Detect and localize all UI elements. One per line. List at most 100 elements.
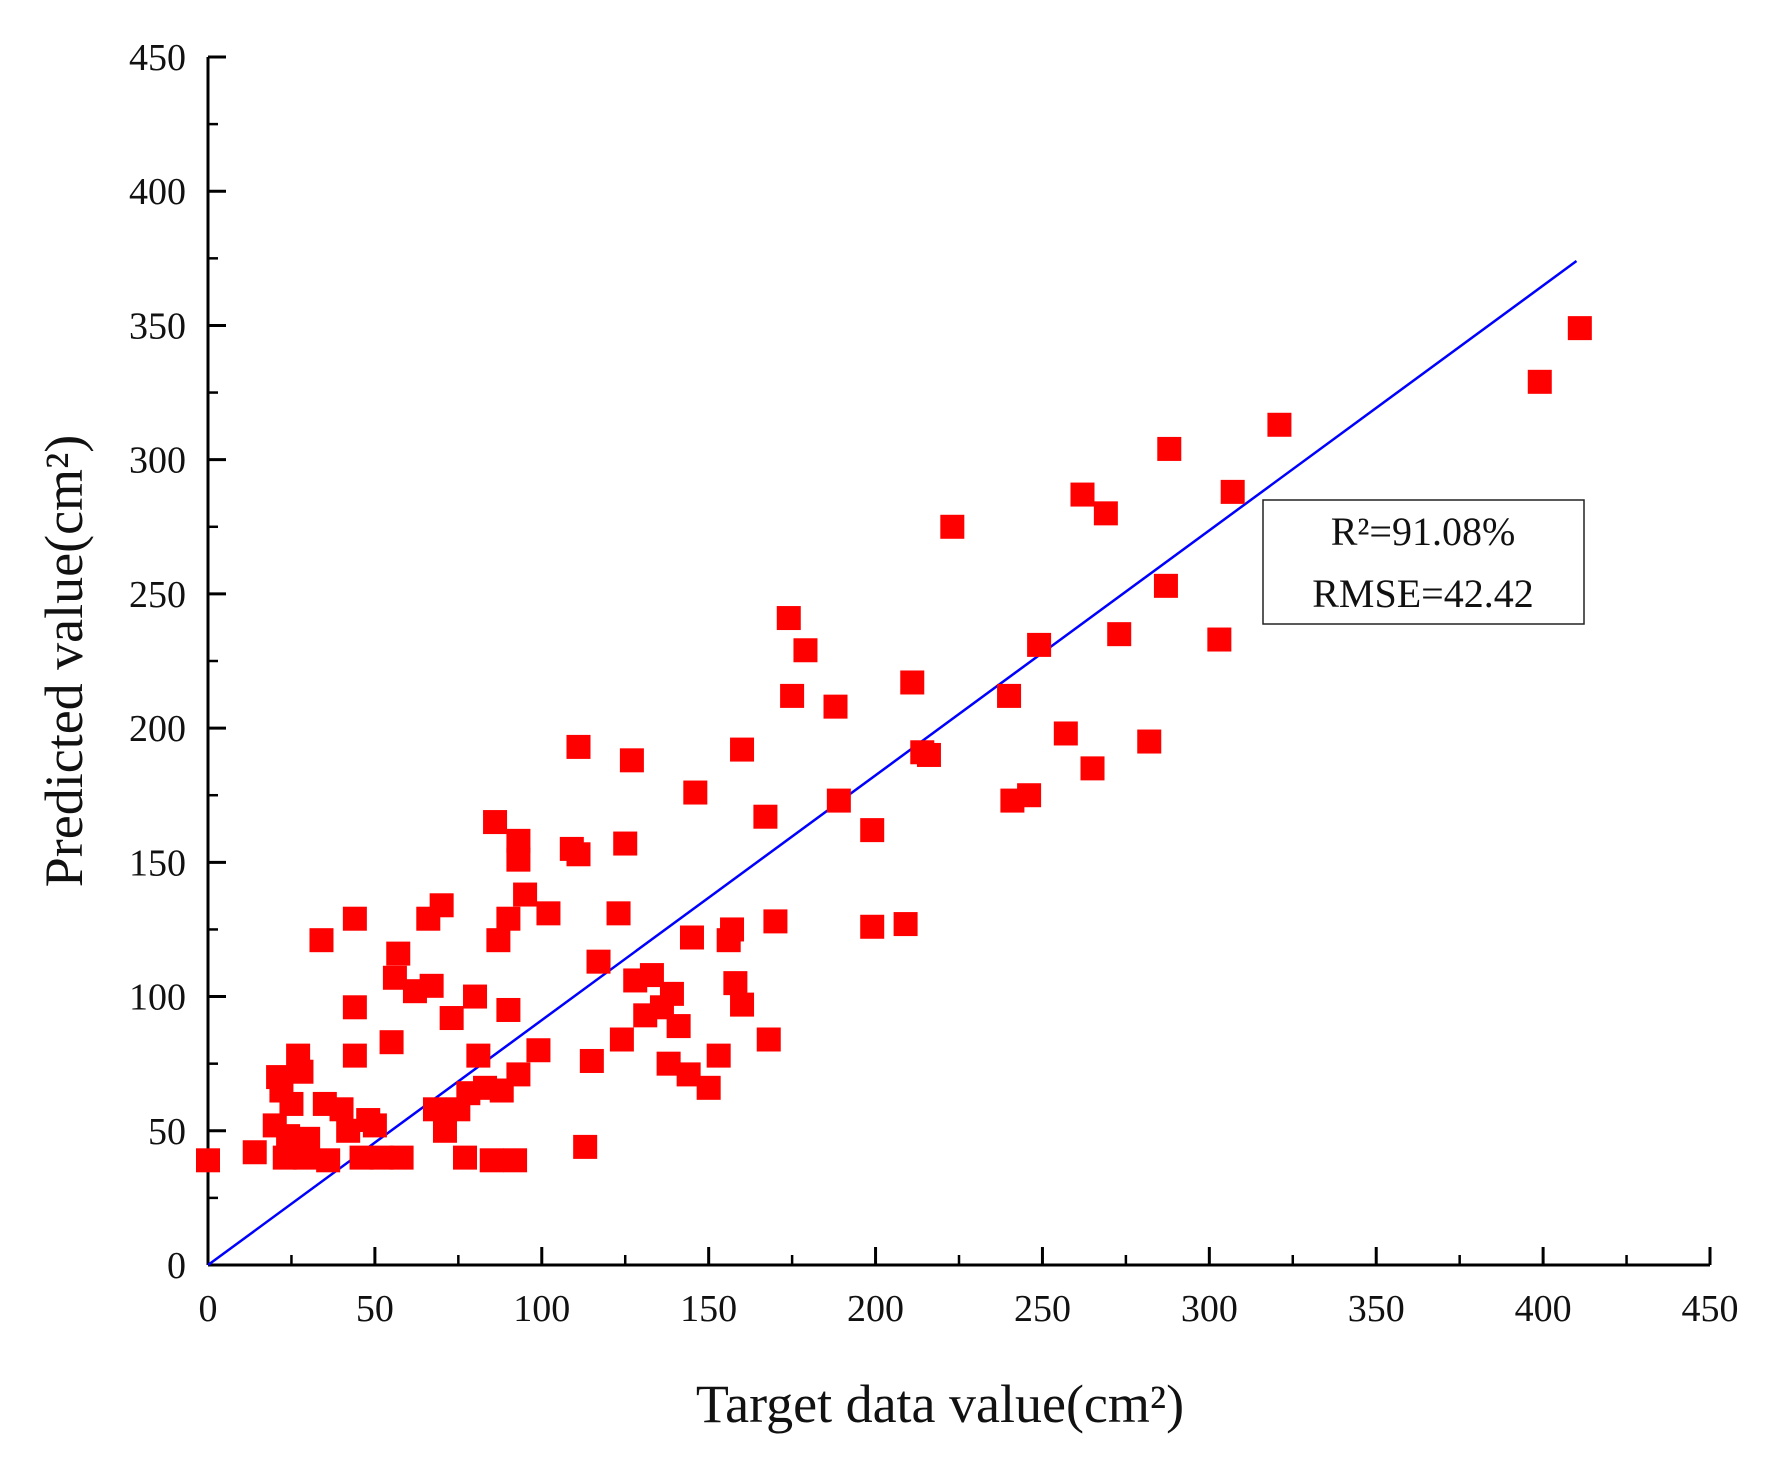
scatter-point [289,1059,314,1084]
x-axis-title: Target data value(cm²) [696,1374,1184,1434]
scatter-point [639,963,664,988]
scatter-point [1527,369,1552,394]
scatter-point [573,1134,598,1159]
scatter-point [362,1113,387,1138]
scatter-point [432,1118,457,1143]
scatter-point [496,997,521,1022]
scatter-point [776,606,801,631]
scatter-point [730,737,755,762]
scatter-point [893,912,918,937]
x-tick-label: 450 [1682,1288,1739,1330]
scatter-point [1107,622,1132,647]
scatter-point [466,1043,491,1068]
scatter-point [609,1027,634,1052]
scatter-point [453,1145,478,1170]
scatter-point [780,683,805,708]
scatter-point [916,742,941,767]
x-tick-label: 400 [1515,1288,1572,1330]
stats-annotation: R²=91.08% RMSE=42.42 [1262,499,1585,625]
scatter-point [720,917,745,942]
scatter-point [656,1051,681,1076]
y-tick-label: 300 [129,440,186,482]
scatter-point [997,683,1022,708]
scatter-point [526,1038,551,1063]
y-tick-label: 400 [129,171,186,213]
scatter-point [463,984,488,1009]
scatter-point [613,831,638,856]
scatter-point [342,995,367,1020]
r-squared-text: R²=91.08% [1331,509,1516,554]
scatter-point [1153,573,1178,598]
scatter-point [503,1148,528,1173]
scatter-point [1220,479,1245,504]
scatter-point [579,1048,604,1073]
scatter-point [1567,316,1592,341]
data-points [196,316,1592,1173]
scatter-point [196,1148,220,1173]
scatter-point [586,949,611,974]
axes [206,57,1710,1267]
scatter-point [566,842,591,867]
scatter-point [860,914,885,939]
scatter-point [659,981,684,1006]
scatter-point [683,780,708,805]
scatter-point [439,1006,464,1031]
scatter-point [513,882,538,907]
scatter-point [329,1097,354,1122]
scatter-point [1080,756,1105,781]
ticks: 0 50 100 150 200 250 300 350 400 450 0 50 100 150 200 2… [129,37,1739,1330]
scatter-point [1017,783,1042,808]
scatter-point [756,1027,781,1052]
scatter-point [309,928,334,953]
x-tick-label: 150 [680,1288,737,1330]
scatter-point [536,901,561,926]
scatter-point [619,748,644,773]
scatter-point [679,925,704,950]
scatter-point [860,818,885,843]
scatter-point [506,1062,531,1087]
scatter-point [1267,412,1292,437]
scatter-point [676,1062,701,1087]
scatter-point [706,1043,731,1068]
y-tick-label: 450 [129,37,186,79]
x-tick-label: 50 [356,1288,394,1330]
scatter-point [1207,627,1232,652]
scatter-point [723,971,748,996]
scatter-point [342,1043,367,1068]
y-tick-label: 250 [129,574,186,616]
scatter-point [1157,436,1182,461]
scatter-point [730,992,755,1017]
scatter-point [279,1091,304,1116]
scatter-point [793,638,818,663]
scatter-point [316,1148,341,1173]
y-axis-title: Predicted value(cm²) [34,435,94,888]
scatter-point [336,1118,361,1143]
regression-line [207,260,1578,1267]
scatter-point [242,1140,267,1165]
scatter-point [606,901,631,926]
scatter-point [1053,721,1078,746]
y-tick-label: 150 [129,842,186,884]
scatter-point [419,973,444,998]
scatter-point [823,694,848,719]
scatter-point [1137,729,1162,754]
scatter-point [826,788,851,813]
y-tick-label: 100 [129,977,186,1019]
scatter-point [483,810,508,835]
x-tick-label: 200 [847,1288,904,1330]
scatter-point [763,909,788,934]
y-tick-label: 50 [148,1111,186,1153]
scatter-point [296,1126,321,1151]
scatter-point [479,1148,504,1173]
scatter-point [1093,501,1118,526]
annotation-box [1262,499,1585,625]
scatter-point [422,1097,447,1122]
scatter-point [429,893,454,918]
scatter-point [382,965,407,990]
scatter-point [940,514,965,539]
x-tick-label: 100 [513,1288,570,1330]
scatter-point [379,1030,404,1055]
y-tick-label: 0 [167,1245,186,1287]
scatter-point [389,1145,414,1170]
scatter-point [349,1145,374,1170]
